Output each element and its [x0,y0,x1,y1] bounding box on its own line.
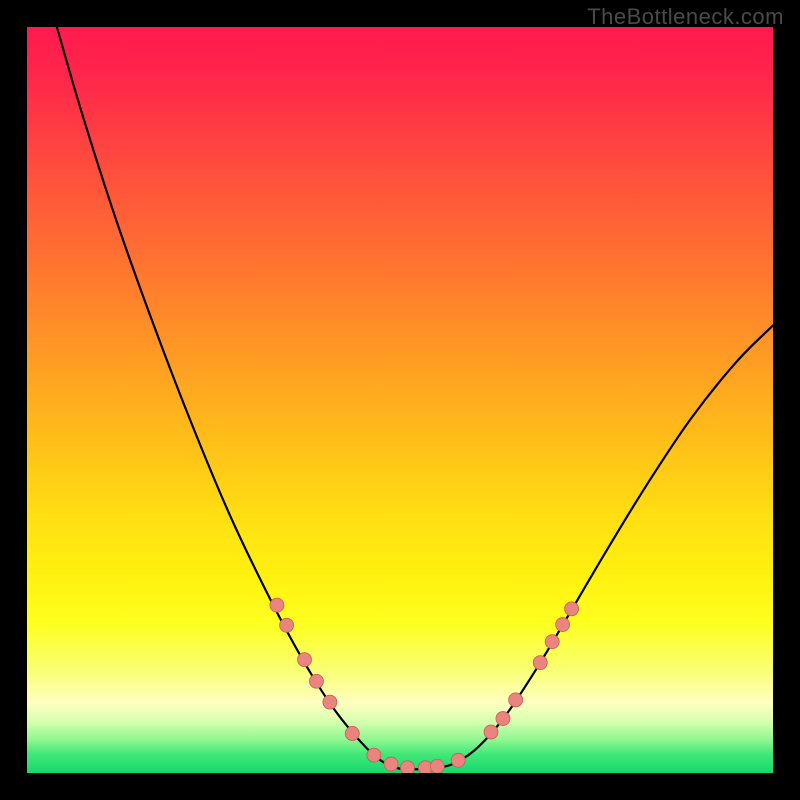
data-marker [565,602,579,616]
data-marker [345,726,359,740]
data-marker [280,618,294,632]
data-marker [545,635,559,649]
data-marker [298,653,312,667]
data-marker [270,598,284,612]
data-marker [556,618,570,632]
data-marker [451,753,465,767]
data-marker [509,693,523,707]
data-marker [367,748,381,762]
data-marker [384,757,398,771]
data-marker [309,674,323,688]
data-marker [496,712,510,726]
gradient-background [27,27,773,773]
chart-root: TheBottleneck.com [0,0,800,800]
bottleneck-chart [27,27,773,773]
data-marker [400,761,414,773]
data-marker [484,725,498,739]
data-marker [533,656,547,670]
data-marker [323,695,337,709]
data-marker [430,759,444,773]
watermark-text: TheBottleneck.com [587,4,784,30]
